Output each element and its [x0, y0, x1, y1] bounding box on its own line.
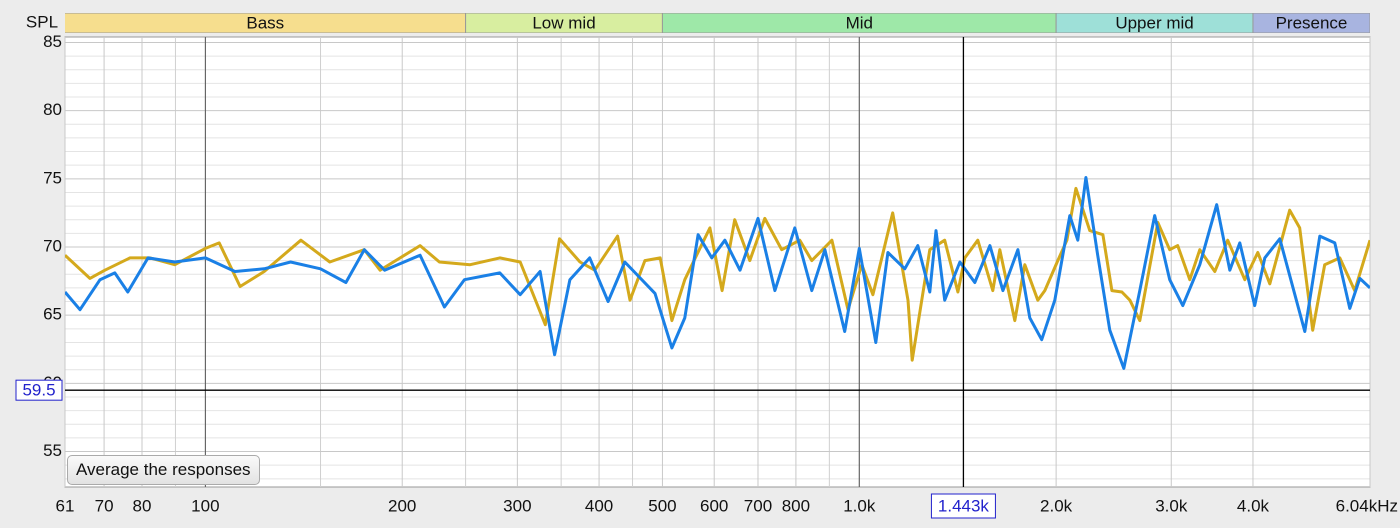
x-tick-label: 61	[56, 496, 75, 515]
x-tick-label: 2.0k	[1040, 496, 1073, 515]
x-tick-label: 1.0k	[843, 496, 876, 515]
band	[1252, 13, 1370, 33]
x-tick-label: 6.04kHz	[1336, 496, 1398, 515]
x-tick-label: 100	[191, 496, 219, 515]
average-button[interactable]: Average the responses	[67, 455, 260, 485]
y-tick-label: 85	[43, 32, 62, 51]
x-tick-label: 200	[388, 496, 416, 515]
x-tick-label: 500	[648, 496, 676, 515]
y-tick-label: 65	[43, 305, 62, 324]
x-tick-label: 600	[700, 496, 728, 515]
band-label: Presence	[1276, 13, 1348, 32]
x-tick-label: 700	[744, 496, 772, 515]
cursor-y-label: 59.5	[22, 381, 55, 400]
y-tick-label: 70	[43, 236, 62, 255]
x-tick-label: 800	[782, 496, 810, 515]
cursor-box	[930, 493, 996, 519]
band-label: Bass	[246, 13, 284, 32]
y-tick-label: 55	[43, 441, 62, 460]
x-tick-label: 400	[585, 496, 613, 515]
x-tick-label: 80	[133, 496, 152, 515]
band-label: Upper mid	[1115, 13, 1193, 32]
response-line	[65, 176, 1370, 370]
band-label: Low mid	[532, 13, 595, 32]
y-tick-label: 80	[43, 100, 62, 119]
response-line	[65, 186, 1370, 362]
x-tick-label: 3.0k	[1155, 496, 1188, 515]
x-tick-label: 300	[503, 496, 531, 515]
cursor-x-label: 1.443k	[938, 496, 990, 515]
y-axis-label: SPL	[26, 12, 58, 31]
band-label: Mid	[846, 13, 873, 32]
cursor-box	[15, 379, 63, 401]
x-tick-label: 70	[95, 496, 114, 515]
y-tick-label: 75	[43, 168, 62, 187]
x-tick-label: 4.0k	[1237, 496, 1270, 515]
